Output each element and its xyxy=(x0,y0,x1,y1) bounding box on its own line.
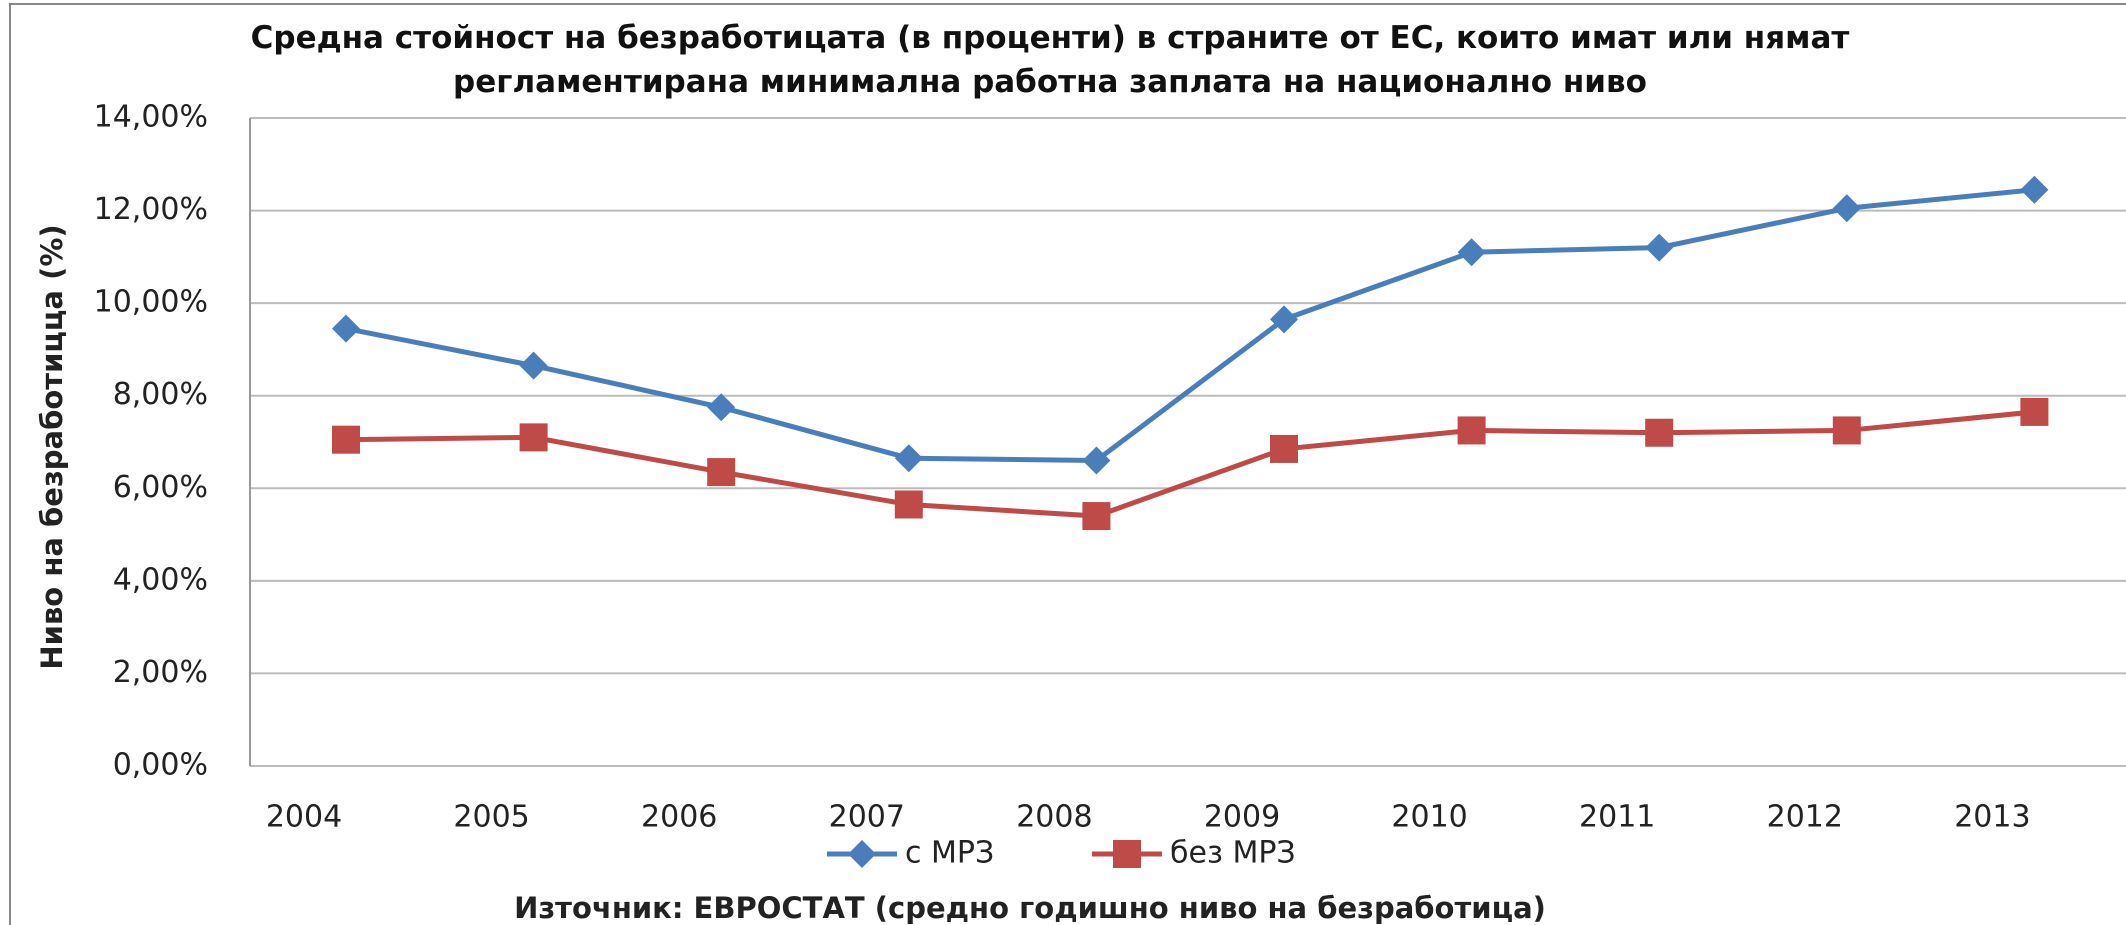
x-tick-label: 2007 xyxy=(829,800,905,835)
data-point xyxy=(1082,446,1111,475)
y-tick-label: 2,00% xyxy=(113,655,208,690)
chart-border xyxy=(9,3,2126,925)
y-tick-label: 0,00% xyxy=(113,748,208,783)
x-tick-label: 2012 xyxy=(1767,800,1843,835)
y-tick-label: 8,00% xyxy=(113,377,208,412)
y-axis-label: Ниво на безработицца (%) xyxy=(35,224,69,669)
chart-title: Средна стойност на безработицата (в проц… xyxy=(250,20,1850,100)
series-line xyxy=(345,409,2035,519)
y-tick-label: 14,00% xyxy=(94,100,208,135)
legend-label: без МРЗ xyxy=(1170,836,1296,871)
legend-label: с МРЗ xyxy=(905,836,994,871)
x-tick-label: 2006 xyxy=(641,800,717,835)
data-point xyxy=(332,314,360,343)
data-point xyxy=(707,458,736,487)
data-point xyxy=(1082,502,1111,531)
series-line xyxy=(345,187,2035,464)
data-point xyxy=(1832,416,1861,445)
data-point xyxy=(894,444,923,473)
data-point xyxy=(1457,238,1486,267)
data-point xyxy=(1270,305,1298,334)
x-tick-label: 2009 xyxy=(1204,800,1280,835)
legend-marker xyxy=(1113,840,1141,868)
x-tick-label: 2011 xyxy=(1579,800,1655,835)
source-note: Източник: ЕВРОСТАТ (средно годишно ниво … xyxy=(514,891,1546,925)
x-tick-label: 2010 xyxy=(1391,800,1467,835)
y-tick-label: 4,00% xyxy=(113,562,208,597)
data-point xyxy=(2020,175,2049,204)
data-point xyxy=(894,490,923,519)
y-tick-label: 10,00% xyxy=(94,285,208,320)
data-point xyxy=(1645,418,1674,447)
legend-marker xyxy=(848,840,876,868)
x-tick-label: 2004 xyxy=(266,800,342,835)
y-tick-label: 6,00% xyxy=(113,470,208,505)
y-tick-label: 12,00% xyxy=(94,192,208,227)
data-point xyxy=(707,393,736,422)
data-point xyxy=(1832,194,1861,223)
data-point xyxy=(519,351,548,380)
data-point xyxy=(2020,397,2049,426)
x-tick-label: 2013 xyxy=(1954,800,2030,835)
data-point xyxy=(1645,233,1674,262)
data-point xyxy=(332,425,360,454)
x-tick-label: 2008 xyxy=(1016,800,1092,835)
data-point xyxy=(1457,416,1486,445)
x-tick-label: 2005 xyxy=(453,800,529,835)
data-point xyxy=(1270,434,1298,463)
data-point xyxy=(519,423,548,452)
